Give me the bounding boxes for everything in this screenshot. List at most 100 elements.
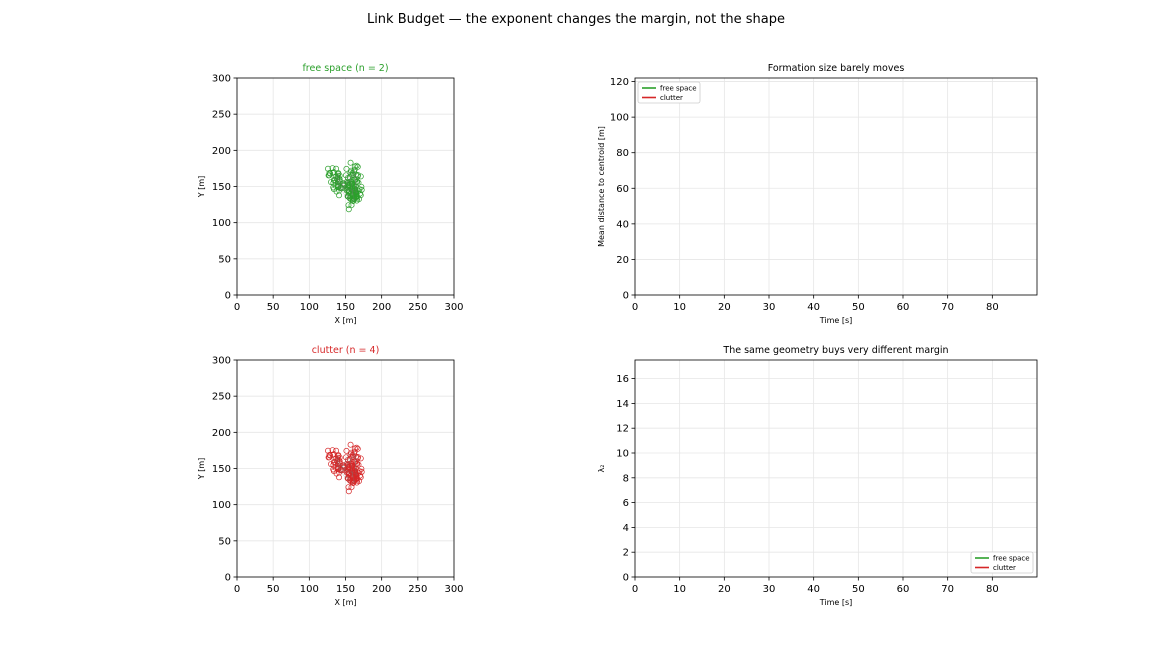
x-tick-label: 0: [234, 302, 240, 313]
x-tick-label: 300: [444, 302, 463, 313]
x-tick-label: 20: [718, 584, 731, 595]
scatter-point: [325, 172, 332, 179]
link-segment: [337, 455, 341, 469]
y-tick-label: 200: [212, 428, 231, 439]
axes-frame: [634, 359, 1038, 578]
legend-label: free space: [660, 85, 697, 93]
scatter-point: [325, 165, 331, 172]
x-axis-label: X [m]: [334, 316, 356, 325]
legend-label: free space: [993, 555, 1030, 563]
x-tick-label: 0: [234, 584, 240, 595]
y-tick-label: 16: [616, 374, 629, 385]
y-axis-label: λ₂: [597, 465, 606, 473]
link-segment: [355, 191, 358, 193]
y-tick-label: 150: [212, 464, 231, 475]
y-tick-label: 100: [212, 500, 231, 511]
link-segment: [353, 167, 357, 190]
x-tick-label: 80: [986, 584, 999, 595]
x-tick-label: 50: [267, 302, 280, 313]
scatter-point: [330, 177, 337, 184]
y-axis-label: Y [m]: [197, 458, 206, 480]
x-tick-label: 80: [986, 302, 999, 313]
x-tick-label: 10: [673, 584, 686, 595]
link-segment: [331, 174, 353, 195]
x-tick-label: 300: [444, 584, 463, 595]
scatter-point: [348, 167, 355, 174]
y-tick-label: 20: [616, 255, 629, 266]
lambda2-panel: 0 10 20 30 40 50 60 70 80 0 2 4 6 8 10 12 14 16 The same g…: [597, 345, 1038, 607]
scatter-point: [329, 165, 336, 172]
scatter-point: [354, 445, 361, 452]
link-segment: [336, 455, 350, 482]
y-tick-label: 150: [212, 182, 231, 193]
y-tick-label: 6: [623, 498, 629, 509]
link-segment: [337, 175, 350, 190]
x-tick-label: 0: [632, 584, 638, 595]
clutter-map-panel: 0 50 100 150 200 250 300 0 50 100 150 200 250 300 clut…: [197, 345, 464, 607]
x-tick-label: 70: [941, 302, 954, 313]
y-tick-label: 120: [610, 77, 629, 88]
x-tick-label: 30: [763, 584, 776, 595]
scatter-point: [330, 186, 337, 193]
scatter-point: [357, 455, 364, 462]
scatter-point: [345, 484, 352, 491]
x-axis-label: X [m]: [334, 598, 356, 607]
y-tick-label: 14: [616, 399, 629, 410]
scatter-points: [325, 159, 365, 213]
y-tick-label: 0: [225, 291, 231, 302]
scatter-point: [351, 185, 358, 192]
scatter-point: [326, 451, 333, 458]
formation-size-panel: 0 10 20 30 40 50 60 70 80 0 20 40 60 80 100 120 Formatio…: [597, 63, 1038, 325]
y-axis-label: Mean distance to centroid [m]: [597, 126, 606, 247]
y-tick-label: 300: [212, 356, 231, 367]
x-tick-label: 250: [408, 584, 427, 595]
y-tick-label: 0: [225, 573, 231, 584]
x-tick-label: 10: [673, 302, 686, 313]
y-tick-label: 300: [212, 74, 231, 85]
x-tick-label: 40: [807, 584, 820, 595]
y-tick-label: 250: [212, 110, 231, 121]
y-tick-label: 100: [610, 113, 629, 124]
x-tick-label: 30: [763, 302, 776, 313]
scatter-point: [329, 447, 336, 454]
x-tick-label: 250: [408, 302, 427, 313]
scatter-point: [357, 474, 364, 481]
x-tick-label: 200: [372, 302, 391, 313]
scatter-point: [325, 447, 331, 454]
link-segment: [355, 173, 357, 194]
x-tick-label: 50: [852, 584, 865, 595]
x-tick-label: 60: [897, 302, 910, 313]
scatter-point: [333, 165, 340, 172]
y-tick-label: 8: [623, 473, 629, 484]
link-segment: [332, 460, 350, 483]
scatter-point: [356, 196, 363, 202]
x-tick-label: 50: [852, 302, 865, 313]
scatter-point: [348, 449, 355, 456]
scatter-point: [333, 447, 340, 454]
panel-title: clutter (n = 4): [312, 345, 380, 356]
panel-title: Formation size barely moves: [768, 63, 905, 74]
scatter-point: [344, 461, 351, 468]
x-tick-label: 0: [632, 302, 638, 313]
legend-label: clutter: [993, 564, 1016, 572]
link-segment: [337, 173, 341, 187]
link-segment: [353, 449, 357, 472]
link-segment: [336, 173, 350, 200]
scatter-point: [345, 206, 352, 213]
scatter-point: [344, 179, 351, 186]
scatter-point: [327, 170, 334, 177]
scatter-point: [345, 202, 352, 209]
link-segment: [342, 174, 354, 190]
y-tick-label: 0: [623, 573, 629, 584]
scatter-point: [356, 478, 363, 484]
y-tick-label: 50: [218, 536, 231, 547]
x-tick-label: 150: [336, 302, 355, 313]
scatter-point: [326, 169, 333, 176]
x-tick-label: 100: [300, 584, 319, 595]
y-tick-label: 12: [616, 424, 629, 435]
panel-title: free space (n = 2): [302, 63, 388, 74]
link-segment: [336, 457, 339, 468]
scatter-point: [334, 176, 341, 182]
